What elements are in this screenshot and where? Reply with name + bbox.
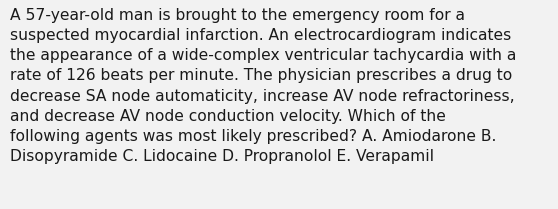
Text: A 57-year-old man is brought to the emergency room for a
suspected myocardial in: A 57-year-old man is brought to the emer… [10, 8, 516, 164]
